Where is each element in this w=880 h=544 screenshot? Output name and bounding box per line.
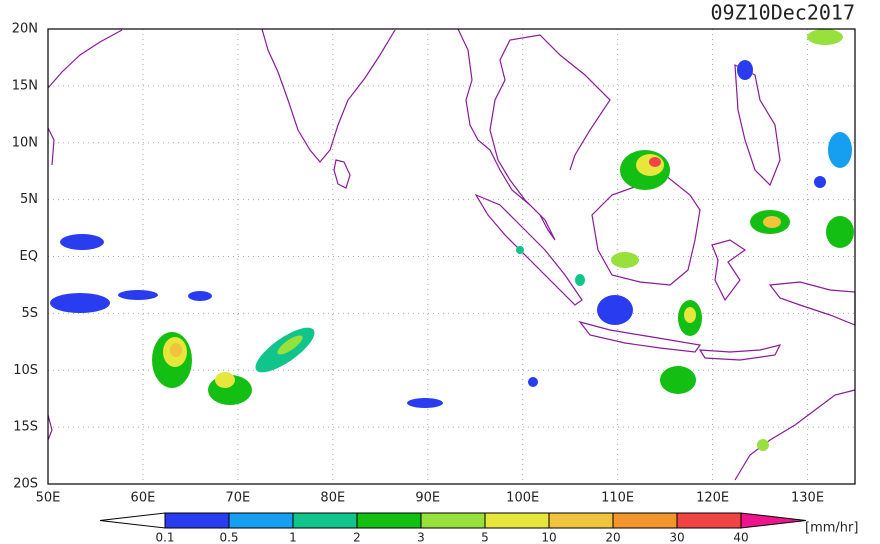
colorbar-label: 20 (605, 531, 620, 544)
lat-label: 15S (13, 420, 38, 435)
lon-label: 120E (696, 491, 729, 506)
lat-label: 10S (13, 363, 38, 378)
title: 09Z10Dec2017 (711, 1, 856, 25)
lat-label: 20N (12, 22, 38, 37)
colorbar-box (548, 512, 614, 529)
lon-label: 90E (415, 491, 440, 506)
lon-label: 50E (36, 491, 61, 506)
map-frame (47, 28, 856, 485)
grid (48, 29, 855, 484)
lat-label: 15N (12, 78, 38, 93)
lat-label: 5S (21, 306, 38, 321)
lon-label: 110E (601, 491, 634, 506)
lon-label: 60E (131, 491, 156, 506)
lat-label: 10N (12, 135, 38, 150)
colorbar-box (228, 512, 294, 529)
colorbar-arrow (740, 512, 807, 529)
colorbar-label: 5 (481, 531, 489, 544)
colorbar: 0.1 0.5 1 2 3 5 10 20 30 40 (99, 512, 807, 544)
lon-label: 100E (506, 491, 539, 506)
colorbar-label: 0.1 (155, 531, 174, 544)
lon-label: 80E (320, 491, 345, 506)
colorbar-label: 1 (289, 531, 297, 544)
colorbar-label: 10 (541, 531, 556, 544)
coastlines (47, 28, 856, 481)
lat-label: 20S (13, 477, 38, 492)
lon-label: 130E (791, 491, 824, 506)
colorbar-unit: [mm/hr] (805, 521, 858, 536)
colorbar-box (292, 512, 358, 529)
colorbar-label: 2 (353, 531, 361, 544)
colorbar-box (420, 512, 486, 529)
colorbar-arrow (99, 512, 166, 529)
colorbar-label: 0.5 (219, 531, 238, 544)
lon-label: 70E (225, 491, 250, 506)
colorbar-box (356, 512, 422, 529)
lat-label: 5N (20, 192, 38, 207)
colorbar-label: 30 (669, 531, 684, 544)
rain-cells (50, 29, 854, 451)
colorbar-box (612, 512, 678, 529)
colorbar-label: 3 (417, 531, 425, 544)
lat-label: EQ (20, 249, 38, 264)
colorbar-box (676, 512, 742, 529)
colorbar-label: 40 (733, 531, 748, 544)
colorbar-box (484, 512, 550, 529)
colorbar-box (164, 512, 230, 529)
